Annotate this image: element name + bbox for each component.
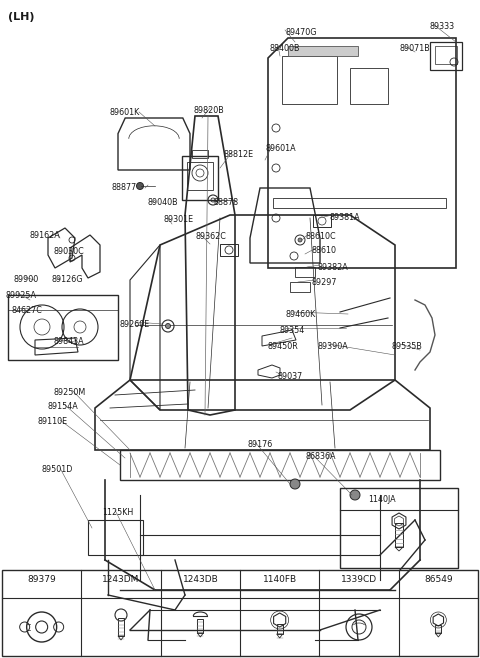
- Text: 86549: 86549: [424, 574, 453, 584]
- Text: (LH): (LH): [8, 12, 35, 22]
- Text: 1140JA: 1140JA: [368, 495, 396, 504]
- Bar: [276, 624, 283, 634]
- Text: 89333: 89333: [430, 22, 455, 31]
- Circle shape: [166, 324, 170, 328]
- Bar: [340, 488, 458, 568]
- Text: 1243DB: 1243DB: [182, 574, 218, 584]
- Text: 89126G: 89126G: [52, 275, 84, 284]
- Text: 89037: 89037: [278, 372, 303, 381]
- Text: 89040B: 89040B: [147, 198, 178, 207]
- Text: 1140FB: 1140FB: [263, 574, 297, 584]
- Text: 89601K: 89601K: [110, 108, 140, 117]
- Text: 89362C: 89362C: [196, 232, 227, 241]
- Bar: [187, 162, 213, 190]
- Text: 89297: 89297: [311, 278, 336, 287]
- Text: 89843A: 89843A: [54, 337, 84, 346]
- Bar: [182, 156, 218, 200]
- Text: 89301E: 89301E: [163, 215, 193, 224]
- Text: 89071B: 89071B: [400, 44, 431, 53]
- Bar: [2, 570, 478, 656]
- Bar: [192, 150, 208, 158]
- Bar: [430, 42, 462, 70]
- Text: 89260E: 89260E: [120, 320, 150, 329]
- Text: 88878: 88878: [213, 198, 238, 207]
- Text: 89250M: 89250M: [54, 388, 86, 397]
- Circle shape: [136, 182, 144, 190]
- Bar: [435, 46, 457, 64]
- Bar: [313, 215, 331, 227]
- Text: 89154A: 89154A: [47, 402, 78, 411]
- Text: 89535B: 89535B: [392, 342, 423, 351]
- Text: 89162A: 89162A: [30, 231, 61, 240]
- Text: 89110E: 89110E: [38, 417, 68, 426]
- Text: 89176: 89176: [248, 440, 273, 449]
- Text: 89390A: 89390A: [318, 342, 349, 351]
- Text: 88812E: 88812E: [224, 150, 254, 159]
- Text: 89450R: 89450R: [268, 342, 299, 351]
- Text: 89470G: 89470G: [285, 28, 316, 37]
- Circle shape: [290, 479, 300, 489]
- Circle shape: [350, 490, 360, 500]
- Bar: [118, 618, 124, 636]
- Bar: [395, 523, 403, 547]
- Text: 89925A: 89925A: [6, 291, 37, 300]
- Text: 1243DM: 1243DM: [102, 574, 140, 584]
- Text: 89460K: 89460K: [285, 310, 315, 319]
- Text: 89900: 89900: [13, 275, 38, 284]
- Text: 86836A: 86836A: [305, 452, 336, 461]
- Text: 88400B: 88400B: [270, 44, 300, 53]
- Text: 89820B: 89820B: [193, 106, 224, 115]
- Text: 89379: 89379: [27, 574, 56, 584]
- Text: 84627C: 84627C: [12, 306, 43, 315]
- Bar: [8, 295, 118, 360]
- Bar: [288, 46, 358, 56]
- Bar: [350, 68, 388, 104]
- Text: 89381A: 89381A: [330, 213, 360, 222]
- Bar: [220, 244, 238, 256]
- Text: 88610C: 88610C: [305, 232, 336, 241]
- Bar: [435, 625, 441, 633]
- Text: 89382A: 89382A: [318, 263, 349, 272]
- Bar: [273, 198, 446, 208]
- Bar: [88, 520, 143, 555]
- Circle shape: [298, 238, 302, 242]
- Text: 89354: 89354: [280, 326, 305, 335]
- Bar: [295, 267, 315, 277]
- Text: 89030C: 89030C: [54, 247, 85, 256]
- Bar: [290, 282, 310, 292]
- Bar: [282, 56, 337, 104]
- Text: 1125KH: 1125KH: [102, 508, 133, 517]
- Text: 89501D: 89501D: [42, 465, 73, 474]
- Text: 88610: 88610: [312, 246, 337, 255]
- Bar: [197, 619, 204, 633]
- Text: 1339CD: 1339CD: [341, 574, 377, 584]
- Text: 88877: 88877: [112, 183, 137, 192]
- Text: 89601A: 89601A: [265, 144, 296, 153]
